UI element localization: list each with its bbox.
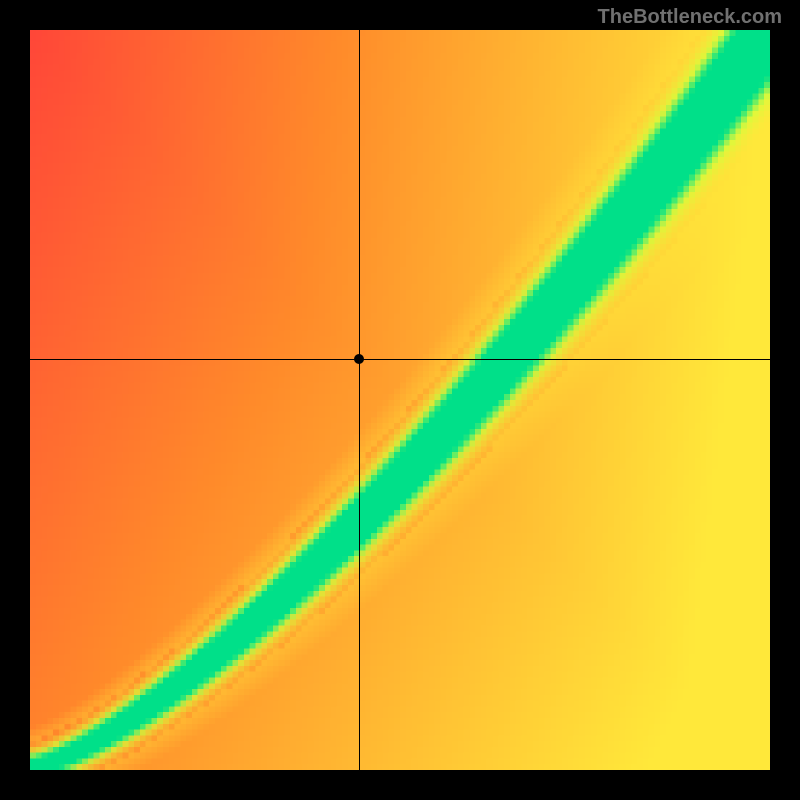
crosshair-horizontal xyxy=(30,359,770,360)
heatmap-canvas xyxy=(30,30,770,770)
watermark-text: TheBottleneck.com xyxy=(598,6,782,29)
plot-frame xyxy=(30,30,770,770)
plot-area xyxy=(30,30,770,770)
crosshair-vertical xyxy=(359,30,360,770)
